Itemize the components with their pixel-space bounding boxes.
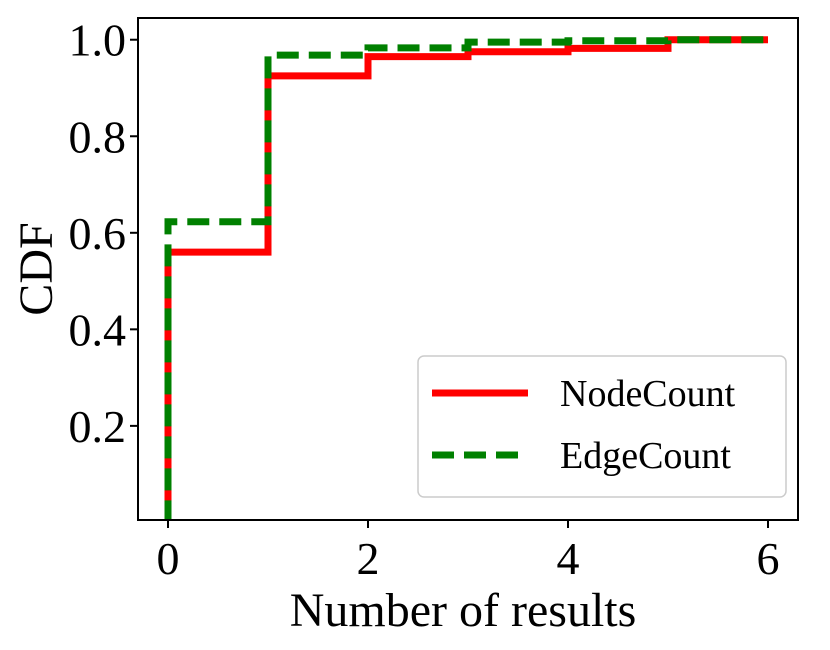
x-tick-label-2: 2 bbox=[357, 533, 380, 584]
series-layer bbox=[164, 36, 768, 520]
y-tick-label-0.2: 0.2 bbox=[69, 401, 127, 452]
ticks-layer: 0 2 4 6 0.2 0.4 0.6 0.8 1.0 bbox=[69, 15, 780, 584]
x-tick-label-6: 6 bbox=[757, 533, 780, 584]
legend-label-edgecount: EdgeCount bbox=[560, 435, 731, 477]
y-tick-label-0.4: 0.4 bbox=[69, 304, 127, 355]
legend-label-nodecount: NodeCount bbox=[560, 373, 736, 415]
legend: NodeCount EdgeCount bbox=[417, 355, 787, 498]
y-tick-label-1.0: 1.0 bbox=[69, 15, 127, 66]
y-tick-label-0.6: 0.6 bbox=[69, 208, 127, 259]
series-line-nodecount bbox=[164, 36, 768, 520]
x-tick-label-4: 4 bbox=[557, 533, 580, 584]
y-tick-label-0.8: 0.8 bbox=[69, 111, 127, 162]
plot-frame bbox=[137, 17, 799, 521]
series-line-edgecount bbox=[164, 36, 768, 520]
x-axis-label: Number of results bbox=[290, 584, 637, 637]
x-tick-label-0: 0 bbox=[157, 533, 180, 584]
y-axis-label: CDF bbox=[10, 222, 63, 315]
